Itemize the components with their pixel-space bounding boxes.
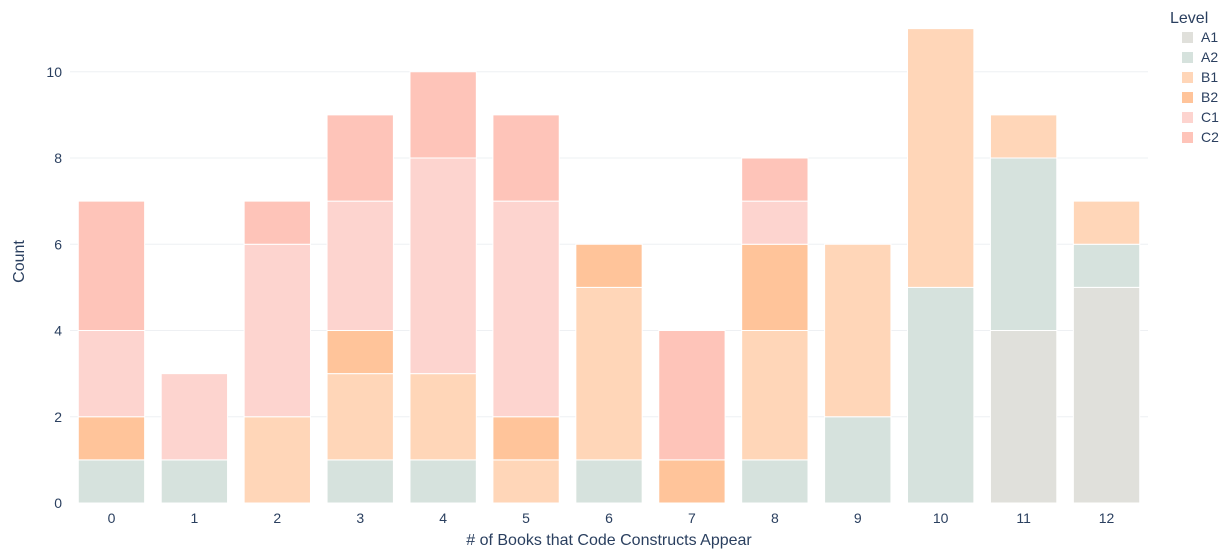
bar-segment-c1-5[interactable] [492,200,560,418]
bar-segment-a2-4[interactable] [409,459,477,504]
bars [77,28,1141,504]
x-tick-label: 8 [771,510,779,526]
bar-segment-b2-3[interactable] [326,330,394,375]
y-tick-label: 6 [54,236,62,252]
y-tick-label: 8 [54,150,62,166]
legend-swatch-c2[interactable] [1182,132,1193,143]
bar-segment-b1-9[interactable] [824,243,892,418]
y-tick-label: 0 [54,495,62,511]
bar-segment-a1-12[interactable] [1072,286,1141,504]
legend: Level A1 A2 B1 B2 C1 C2 [1170,10,1219,145]
bar-segment-a2-10[interactable] [907,286,975,504]
legend-label-c1[interactable]: C1 [1201,109,1219,125]
bar-segment-c2-4[interactable] [409,71,477,159]
bar-segment-b1-10[interactable] [907,28,975,288]
bar-segment-c2-0[interactable] [77,200,146,331]
legend-swatch-c1[interactable] [1182,112,1193,123]
y-tick-label: 10 [46,64,62,80]
bar-segment-b1-3[interactable] [326,373,394,461]
x-tick-label: 7 [688,510,696,526]
bar-segment-a2-3[interactable] [326,459,394,504]
legend-swatch-b1[interactable] [1182,72,1193,83]
bar-segment-b2-6[interactable] [575,243,643,288]
legend-label-a1[interactable]: A1 [1201,29,1218,45]
x-tick-label: 12 [1099,510,1115,526]
legend-swatch-a2[interactable] [1182,52,1193,63]
x-tick-label: 3 [356,510,364,526]
bar-segment-c1-3[interactable] [326,200,394,331]
bar-segment-a2-8[interactable] [741,459,809,504]
x-tick-label: 0 [108,510,116,526]
bar-segment-a2-12[interactable] [1072,243,1141,288]
y-axis-title: Count [11,240,28,283]
bar-segment-a1-11[interactable] [989,330,1058,504]
bar-segment-b1-8[interactable] [741,330,809,461]
x-tick-label: 9 [854,510,862,526]
bar-segment-a2-11[interactable] [989,157,1058,331]
bar-segment-a2-9[interactable] [824,416,892,504]
legend-swatch-a1[interactable] [1182,32,1193,43]
axes: # of Books that Code Constructs Appear C… [11,64,1115,549]
legend-title: Level [1170,10,1208,27]
bar-segment-c1-2[interactable] [243,243,311,418]
legend-label-c2[interactable]: C2 [1201,129,1219,145]
x-tick-label: 10 [933,510,949,526]
x-tick-label: 4 [439,510,447,526]
bar-segment-c2-5[interactable] [492,114,560,202]
y-tick-label: 2 [54,409,62,425]
bar-segment-b1-5[interactable] [492,459,560,504]
x-tick-label: 11 [1016,510,1031,526]
x-tick-label: 6 [605,510,613,526]
bar-segment-b1-11[interactable] [989,114,1058,159]
bar-segment-a2-6[interactable] [575,459,643,504]
bar-segment-b1-12[interactable] [1072,200,1141,245]
bar-segment-c2-2[interactable] [243,200,311,245]
bar-segment-c1-4[interactable] [409,157,477,375]
bar-segment-b1-4[interactable] [409,373,477,461]
bar-segment-a2-0[interactable] [77,459,146,504]
legend-label-a2[interactable]: A2 [1201,49,1218,65]
legend-label-b2[interactable]: B2 [1201,89,1218,105]
bar-segment-c2-3[interactable] [326,114,394,202]
x-tick-label: 1 [190,510,198,526]
x-axis-title: # of Books that Code Constructs Appear [466,532,752,549]
bar-segment-c2-8[interactable] [741,157,809,202]
bar-segment-b2-5[interactable] [492,416,560,461]
legend-swatch-b2[interactable] [1182,92,1193,103]
bar-segment-b2-0[interactable] [77,416,146,461]
bar-segment-b2-8[interactable] [741,243,809,331]
legend-label-b1[interactable]: B1 [1201,69,1218,85]
bar-segment-c2-7[interactable] [658,330,726,461]
bar-segment-c1-0[interactable] [77,330,146,418]
bar-segment-c1-1[interactable] [160,373,229,461]
bar-segment-b1-6[interactable] [575,286,643,461]
bar-segment-b1-2[interactable] [243,416,311,504]
bar-segment-a2-1[interactable] [160,459,229,504]
y-tick-label: 4 [54,323,62,339]
bar-segment-b2-7[interactable] [658,459,726,504]
x-tick-label: 5 [522,510,530,526]
bar-segment-c1-8[interactable] [741,200,809,245]
x-tick-label: 2 [273,510,281,526]
